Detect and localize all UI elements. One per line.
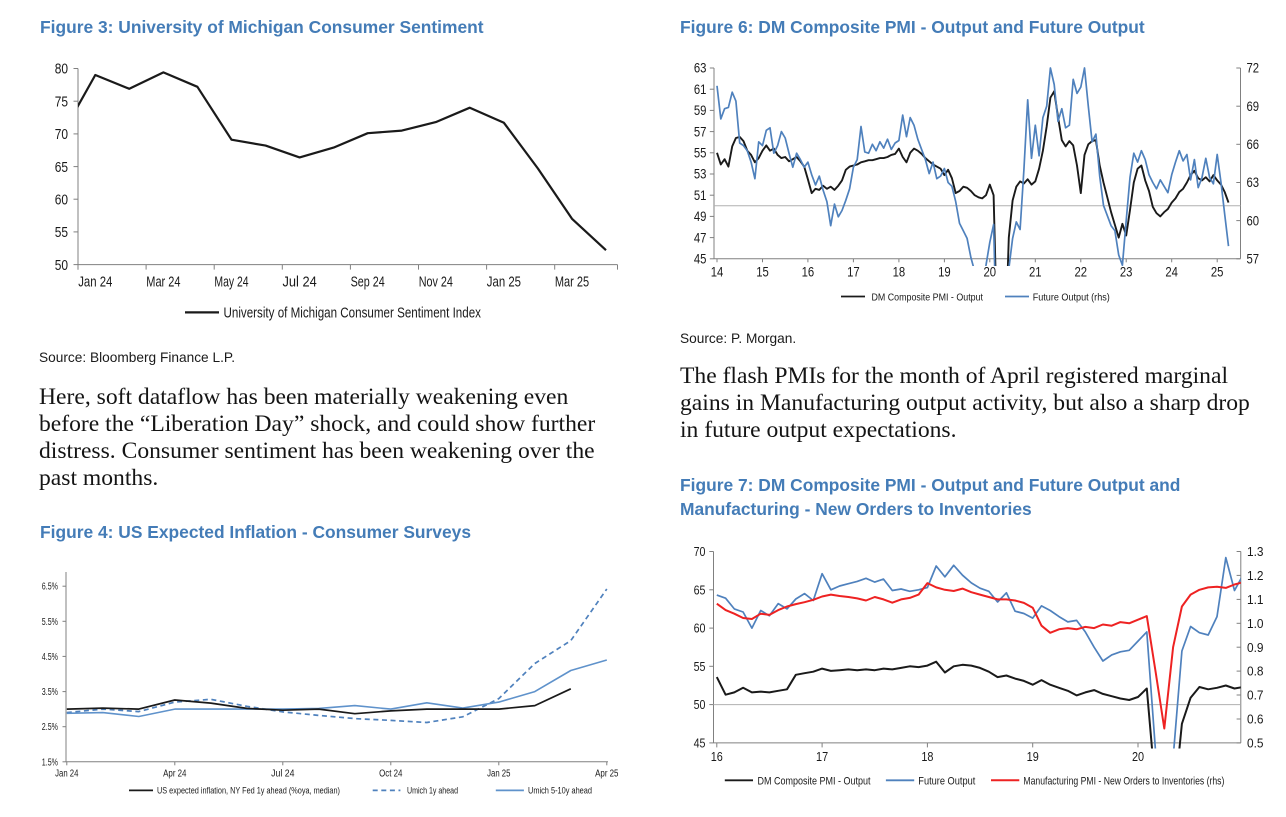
svg-text:55: 55 — [55, 225, 68, 241]
svg-text:18: 18 — [893, 265, 906, 280]
svg-text:Jan 25: Jan 25 — [487, 275, 521, 291]
svg-text:16: 16 — [802, 265, 815, 280]
svg-text:Nov 24: Nov 24 — [419, 275, 453, 291]
svg-text:45: 45 — [694, 736, 706, 751]
svg-text:May 24: May 24 — [214, 275, 248, 291]
svg-text:Umich 5-10y ahead: Umich 5-10y ahead — [528, 786, 592, 796]
svg-text:65: 65 — [694, 582, 706, 597]
svg-text:47: 47 — [694, 230, 707, 245]
svg-text:Oct 24: Oct 24 — [379, 768, 403, 779]
svg-text:Jan 24: Jan 24 — [55, 768, 79, 779]
svg-text:Jan 25: Jan 25 — [487, 768, 510, 779]
svg-text:Mar 24: Mar 24 — [146, 275, 180, 291]
svg-text:45: 45 — [694, 252, 707, 267]
svg-text:63: 63 — [694, 61, 707, 76]
svg-text:20: 20 — [984, 265, 997, 280]
svg-text:70: 70 — [694, 544, 706, 559]
svg-text:0.7: 0.7 — [1247, 688, 1264, 703]
svg-text:16: 16 — [711, 749, 723, 764]
svg-text:21: 21 — [1029, 265, 1042, 280]
svg-text:15: 15 — [756, 265, 769, 280]
svg-text:17: 17 — [847, 265, 860, 280]
svg-text:5.5%: 5.5% — [42, 617, 58, 628]
svg-text:17: 17 — [816, 749, 828, 764]
svg-text:Apr 24: Apr 24 — [163, 768, 187, 779]
svg-text:1.0: 1.0 — [1247, 616, 1264, 631]
svg-text:24: 24 — [1165, 265, 1178, 280]
svg-text:63: 63 — [1247, 175, 1260, 190]
svg-text:57: 57 — [1247, 252, 1260, 267]
svg-text:3.5%: 3.5% — [42, 687, 58, 698]
svg-text:75: 75 — [55, 94, 68, 110]
svg-text:0.6: 0.6 — [1247, 712, 1264, 727]
svg-text:20: 20 — [1132, 749, 1144, 764]
svg-text:60: 60 — [55, 192, 68, 208]
svg-text:50: 50 — [694, 697, 706, 712]
svg-text:70: 70 — [55, 127, 68, 143]
svg-text:Jul 24: Jul 24 — [271, 768, 295, 779]
svg-text:25: 25 — [1211, 265, 1224, 280]
svg-text:0.5: 0.5 — [1247, 736, 1264, 751]
svg-text:University of Michigan Consume: University of Michigan Consumer Sentimen… — [224, 304, 482, 321]
svg-text:18: 18 — [921, 749, 933, 764]
svg-text:Future Output: Future Output — [918, 775, 975, 787]
svg-text:80: 80 — [55, 62, 68, 78]
svg-text:DM Composite PMI - Output: DM Composite PMI - Output — [872, 291, 984, 303]
svg-text:57: 57 — [694, 124, 707, 139]
svg-text:55: 55 — [694, 659, 706, 674]
svg-text:51: 51 — [694, 188, 707, 203]
svg-text:4.5%: 4.5% — [42, 652, 58, 663]
svg-text:1.2: 1.2 — [1247, 568, 1264, 583]
svg-text:DM Composite PMI - Output: DM Composite PMI - Output — [758, 775, 871, 787]
svg-text:50: 50 — [55, 258, 68, 274]
svg-text:61: 61 — [694, 82, 707, 97]
svg-text:Umich 1y ahead: Umich 1y ahead — [407, 786, 458, 796]
svg-text:0.9: 0.9 — [1247, 640, 1264, 655]
svg-text:Future Output (rhs): Future Output (rhs) — [1033, 291, 1110, 303]
svg-text:US expected inflation, NY Fed: US expected inflation, NY Fed 1y ahead (… — [157, 786, 340, 796]
svg-text:60: 60 — [694, 621, 706, 636]
svg-text:23: 23 — [1120, 265, 1133, 280]
svg-text:Sep 24: Sep 24 — [351, 275, 385, 291]
svg-text:0.8: 0.8 — [1247, 664, 1264, 679]
svg-text:60: 60 — [1247, 213, 1260, 228]
svg-text:Apr 25: Apr 25 — [595, 768, 618, 779]
svg-text:66: 66 — [1247, 137, 1260, 152]
svg-text:6.5%: 6.5% — [42, 582, 58, 593]
svg-text:1.1: 1.1 — [1247, 592, 1264, 607]
svg-text:Jan 24: Jan 24 — [78, 275, 112, 291]
svg-text:65: 65 — [55, 160, 68, 176]
svg-text:19: 19 — [1027, 749, 1039, 764]
svg-text:14: 14 — [711, 265, 724, 280]
svg-text:Mar 25: Mar 25 — [555, 275, 589, 291]
svg-text:Jul 24: Jul 24 — [283, 275, 317, 291]
svg-text:19: 19 — [938, 265, 951, 280]
svg-text:22: 22 — [1075, 265, 1088, 280]
svg-text:53: 53 — [694, 167, 707, 182]
svg-text:72: 72 — [1247, 61, 1260, 76]
svg-text:2.5%: 2.5% — [42, 722, 58, 733]
svg-text:55: 55 — [694, 146, 707, 161]
svg-text:59: 59 — [694, 103, 707, 118]
svg-text:49: 49 — [694, 209, 707, 224]
svg-text:1.5%: 1.5% — [42, 757, 58, 768]
svg-text:69: 69 — [1247, 99, 1260, 114]
svg-text:1.3: 1.3 — [1247, 544, 1264, 559]
svg-text:Manufacturing PMI - New Orders: Manufacturing PMI - New Orders to Invent… — [1023, 775, 1224, 787]
